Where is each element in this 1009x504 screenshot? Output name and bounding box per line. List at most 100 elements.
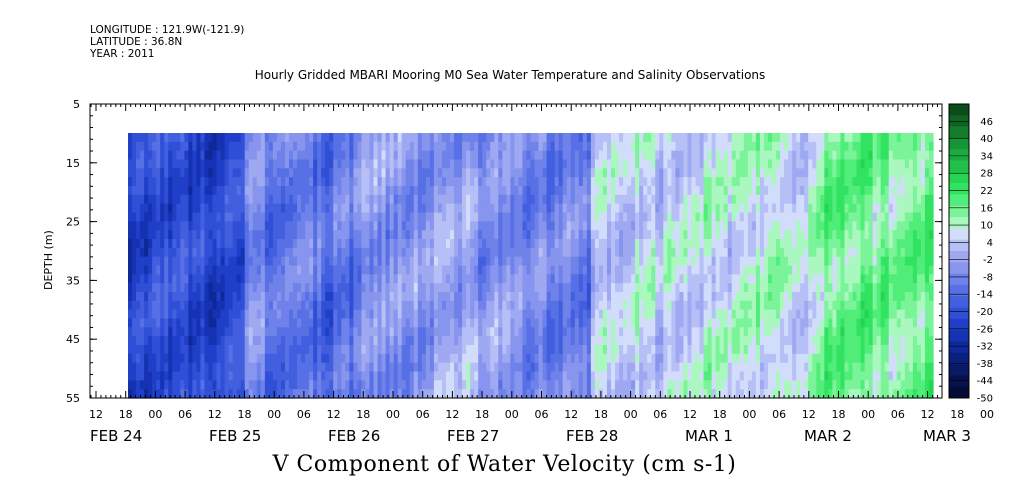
heatmap-cell [252,318,258,328]
heatmap-cell [140,274,145,284]
heatmap-cell [667,353,672,364]
heatmap-cell [615,221,620,231]
heatmap-cell [683,380,689,390]
heatmap-cell [767,133,773,143]
heatmap-cell [433,327,439,337]
heatmap-cell [413,318,419,328]
heatmap-cell [780,362,785,373]
heatmap-cell [486,300,491,311]
heatmap-cell [454,239,459,249]
heatmap-cell [148,265,153,275]
heatmap-cell [751,159,757,169]
heatmap-cell [196,239,202,249]
heatmap-cell [385,159,391,169]
heatmap-cell [772,265,777,275]
heatmap-cell [148,186,153,196]
heatmap-cell [256,256,262,267]
heatmap-cell [699,230,705,240]
heatmap-cell [180,212,185,222]
heatmap-cell [232,353,238,364]
heatmap-cell [309,300,314,311]
heatmap-cell [445,256,451,267]
heatmap-cell [574,194,580,205]
heatmap-cell [280,292,286,302]
heatmap-cell [627,283,632,293]
heatmap-cell [260,265,266,275]
heatmap-cell [272,212,278,222]
heatmap-cell [325,150,330,161]
heatmap-cell [687,247,693,258]
heatmap-cell [538,336,544,346]
heatmap-cell [373,194,379,205]
heatmap-cell [534,380,540,390]
heatmap-cell [482,336,487,346]
heatmap-cell [353,345,359,355]
heatmap-cell [228,345,234,355]
heatmap-cell [558,159,564,169]
heatmap-cell [631,212,636,222]
heatmap-cell [514,274,520,284]
heatmap-cell [719,239,725,249]
heatmap-cell [530,230,536,240]
heatmap-cell [518,292,524,302]
heatmap-cell [727,327,733,337]
heatmap-cell [144,159,149,169]
heatmap-cell [309,318,314,328]
heatmap-cell [558,203,564,214]
heatmap-cell [615,177,620,187]
heatmap-cell [188,230,194,240]
heatmap-cell [317,150,322,161]
heatmap-cell [707,150,713,161]
heatmap-cell [232,309,238,320]
heatmap-cell [345,336,350,346]
heatmap-cell [140,327,145,337]
heatmap-cell [743,362,749,373]
heatmap-cell [260,380,266,390]
heatmap-cell [405,353,411,364]
heatmap-cell [441,380,447,390]
heatmap-cell [337,274,342,284]
heatmap-cell [490,274,495,284]
heatmap-cell [389,177,395,187]
heatmap-cell [747,168,753,178]
heatmap-cell [747,203,753,214]
heatmap-cell [703,283,709,293]
heatmap-cell [663,300,668,311]
heatmap-cell [550,212,556,222]
heatmap-cell [200,327,206,337]
heatmap-cell [566,362,572,373]
heatmap-cell [128,221,133,231]
heatmap-cell [252,159,258,169]
heatmap-cell [663,380,668,390]
heatmap-cell [333,292,338,302]
heatmap-cell [313,353,318,364]
heatmap-cell [216,389,222,399]
heatmap-cell [506,389,511,399]
heatmap-cell [128,150,133,161]
heatmap-cell [228,353,234,364]
heatmap-cell [574,159,580,169]
heatmap-cell [703,362,709,373]
heatmap-cell [260,371,266,381]
heatmap-cell [707,362,713,373]
heatmap-cell [220,283,226,293]
heatmap-cell [389,274,395,284]
heatmap-cell [695,274,701,284]
heatmap-cell [156,292,161,302]
heatmap-cell [441,362,447,373]
heatmap-cell [755,300,761,311]
heatmap-cell [502,230,507,240]
heatmap-cell [284,150,290,161]
heatmap-cell [160,186,165,196]
heatmap-cell [276,265,282,275]
heatmap-cell [550,309,556,320]
heatmap-cell [240,362,246,373]
heatmap-cell [268,150,274,161]
heatmap-cell [313,247,318,258]
heatmap-cell [268,336,274,346]
heatmap-cell [325,159,330,169]
heatmap-cell [498,327,503,337]
heatmap-cell [784,380,789,390]
heatmap-cell [663,256,668,267]
heatmap-cell [478,194,483,205]
